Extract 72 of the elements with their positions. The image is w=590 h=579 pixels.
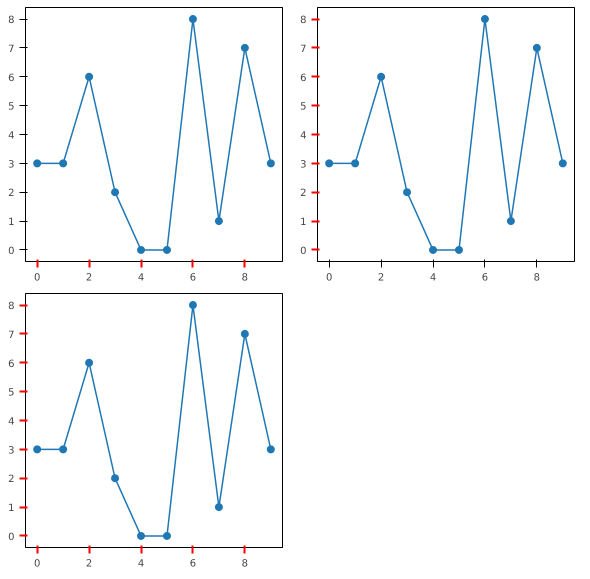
x-tick-label: 4 [430,272,436,284]
x-tick-label: 6 [482,272,488,284]
x-tick-label: 4 [138,558,144,570]
point [188,301,197,310]
point [266,445,275,454]
y-tick-label: 2 [8,188,15,200]
point [266,159,275,168]
y-tick-label: 6 [300,72,307,84]
y-tick-label: 6 [8,72,15,84]
point [214,217,223,226]
point [240,44,249,52]
point [506,217,515,226]
y-tick-label: 8 [8,301,15,312]
point [532,44,541,52]
y-tick-label: 7 [300,44,307,55]
y-tick-label: 5 [8,388,15,399]
y-tick-label: 4 [8,130,15,142]
x-tick-label: 0 [326,272,332,284]
x-tick-label: 8 [534,272,540,284]
y-tick-label: 0 [300,246,307,257]
y-tick-label: 0 [8,532,15,543]
point [429,246,438,254]
y-tick-label: 3 [300,159,307,170]
point [558,159,567,168]
x-tick-label: 8 [242,558,248,570]
point [454,246,463,254]
point [325,159,334,168]
y-tick-label: 2 [300,188,307,200]
point [162,246,171,254]
y-tick-label: 1 [300,217,307,228]
point [480,15,489,24]
point [137,246,146,254]
y-tick-label: 3 [8,445,15,456]
point [162,532,171,540]
x-tick-label: 2 [86,272,92,284]
y-tick-label: 4 [8,416,15,428]
point [377,72,386,81]
y-tick-label: 1 [8,503,15,514]
y-tick-label: 7 [8,44,15,55]
point [403,188,412,196]
y-tick-label: 5 [8,102,15,113]
y-tick-label: 8 [8,15,15,26]
x-tick-label: 2 [378,272,384,284]
point [214,503,223,512]
point [59,445,68,454]
y-tick-label: 2 [8,474,15,486]
point [33,159,42,168]
x-tick-label: 4 [138,272,144,284]
y-tick-label: 1 [8,217,15,228]
y-tick-label: 6 [8,358,15,370]
x-tick-label: 0 [34,272,40,284]
point [137,532,146,540]
x-tick-label: 6 [190,558,196,570]
point [188,15,197,24]
point [85,72,94,81]
y-tick-label: 4 [300,130,307,142]
y-tick-label: 7 [8,330,15,341]
x-tick-label: 6 [190,272,196,284]
x-tick-label: 8 [242,272,248,284]
x-tick-label: 2 [86,558,92,570]
point [85,358,94,367]
y-tick-label: 3 [8,159,15,170]
point [33,445,42,454]
y-tick-label: 5 [300,102,307,113]
point [351,159,360,168]
y-tick-label: 0 [8,246,15,257]
x-tick-label: 0 [34,558,40,570]
y-tick-label: 8 [300,15,307,26]
point [240,330,249,338]
point [59,159,68,168]
point [111,188,120,196]
point [111,474,120,482]
